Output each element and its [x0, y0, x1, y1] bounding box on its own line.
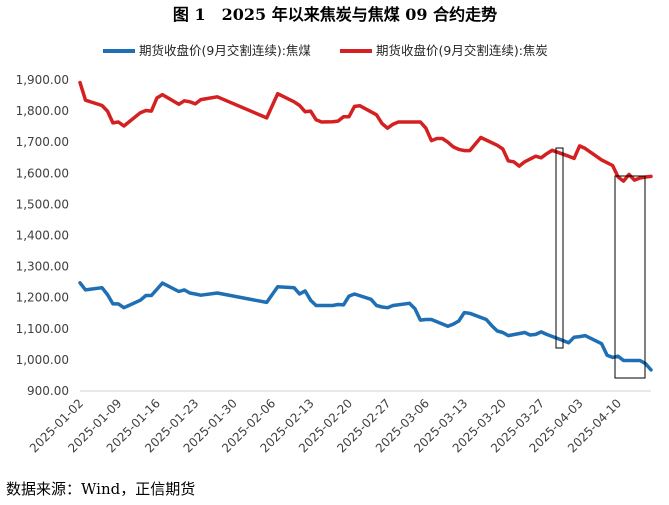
y-tick-label: 1,400.00 [16, 229, 69, 243]
y-tick-label: 1,700.00 [16, 135, 69, 149]
highlight-box-1 [555, 147, 564, 349]
y-tick-label: 900.00 [27, 384, 69, 398]
y-tick-label: 1,300.00 [16, 260, 69, 274]
y-tick-label: 1,100.00 [16, 322, 69, 336]
y-tick-label: 1,800.00 [16, 104, 69, 118]
series-layer [78, 80, 653, 372]
y-tick-label: 1,500.00 [16, 197, 69, 211]
legend: 期货收盘价(9月交割连续):焦煤 期货收盘价(9月交割连续):焦炭 [103, 43, 548, 58]
annotations [555, 147, 646, 379]
y-tick-label: 1,200.00 [16, 291, 69, 305]
y-axis: 900.00 1,000.00 1,100.00 1,200.00 1,300.00 1,… [16, 73, 69, 398]
source-note: 数据来源：Wind，正信期货 [6, 480, 196, 498]
legend-label-coke: 期货收盘价(9月交割连续):焦炭 [376, 43, 548, 58]
series-line-coking-coal [78, 281, 653, 372]
y-tick-label: 1,600.00 [16, 166, 69, 180]
chart-title: 图 1 2025 年以来焦炭与焦煤 09 合约走势 [173, 5, 497, 24]
series-line-coke [78, 80, 653, 183]
highlight-box-2 [614, 175, 646, 379]
x-axis: 2025-01-022025-01-092025-01-162025-01-23… [27, 390, 651, 455]
y-tick-label: 1,900.00 [16, 73, 69, 87]
legend-label-coking-coal: 期货收盘价(9月交割连续):焦煤 [139, 43, 311, 58]
y-tick-label: 1,000.00 [16, 353, 69, 367]
